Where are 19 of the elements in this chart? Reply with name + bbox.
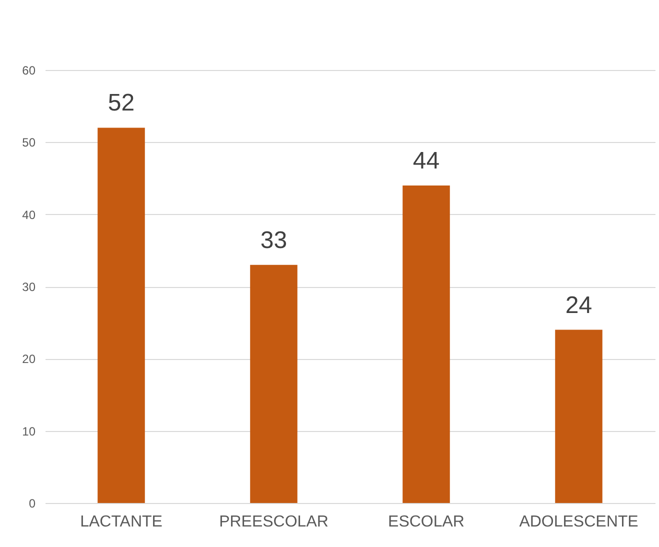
x-tick-label: ADOLESCENTE	[519, 514, 638, 530]
y-tick-label: 40	[22, 208, 36, 222]
data-label: 52	[108, 90, 135, 117]
y-tick-label: 50	[22, 136, 36, 150]
x-tick-label: PREESCOLAR	[219, 514, 328, 530]
x-tick-label: LACTANTE	[80, 514, 162, 530]
y-tick-label: 30	[22, 280, 36, 294]
y-tick-label: 0	[28, 496, 36, 510]
y-tick-label: 10	[22, 424, 36, 438]
data-label: 44	[412, 147, 440, 174]
y-tick-label: 60	[22, 64, 36, 78]
x-tick-label: ESCOLAR	[388, 514, 464, 530]
data-label: 24	[565, 292, 592, 319]
bar	[402, 185, 450, 503]
data-label: 33	[260, 226, 288, 254]
bar	[98, 128, 145, 503]
bar	[250, 264, 298, 503]
bar	[555, 330, 602, 503]
y-tick-label: 20	[22, 352, 36, 366]
